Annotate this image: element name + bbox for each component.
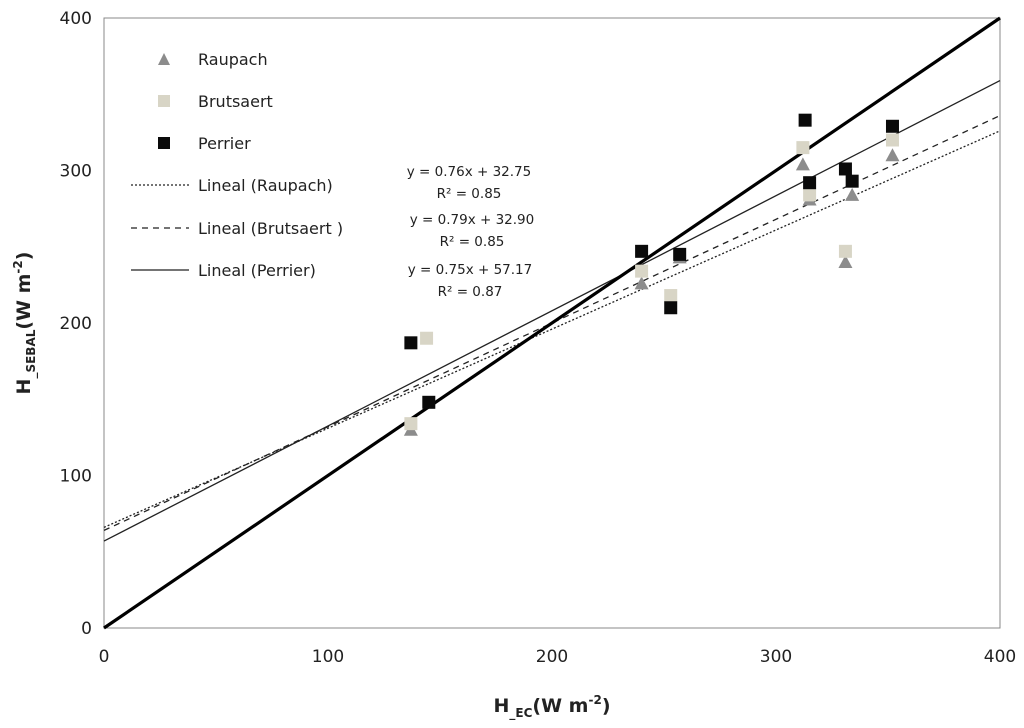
reference-line-1to1 [103,16,1001,630]
point-brutsaert [635,264,649,278]
x-axis-title: H_EC(W m-2) [493,693,610,721]
trendline-solid [103,79,1001,542]
legend-item-lineal-perrier: Lineal (Perrier) [131,261,316,280]
legend-square-marker-brutsaert [158,95,170,107]
point-perrier [404,336,418,350]
legend-square-marker-perrier [158,137,170,149]
equation-brutsaert: y = 0.79x + 32.90 [410,212,534,228]
x-tick-labels: 0 100 200 300 400 [99,647,1017,667]
point-brutsaert [803,188,817,202]
legend-item-perrier: Perrier [158,134,251,153]
x-tick-label: 200 [536,647,568,667]
x-tick-label: 400 [984,647,1016,667]
equation-raupach: y = 0.76x + 32.75 [407,164,531,180]
legend-label-lineal-brutsaert: Lineal (Brutsaert ) [198,219,343,238]
y-tick-label: 200 [60,314,92,334]
point-perrier [885,119,899,133]
legend-label-lineal-perrier: Lineal (Perrier) [198,261,316,280]
legend-item-raupach: Raupach [158,50,268,69]
y-tick-label: 0 [81,619,92,639]
point-raupach [885,148,900,162]
point-raupach [845,187,860,201]
legend: Raupach Brutsaert Perrier Lineal (Raupac… [131,50,343,280]
y-tick-labels: 0 100 200 300 400 [60,9,92,639]
point-brutsaert [885,133,899,147]
point-brutsaert [404,417,418,431]
y-tick-label: 300 [60,162,92,182]
y-tick-label: 100 [60,467,92,487]
legend-label-lineal-raupach: Lineal (Raupach) [198,176,333,195]
legend-label-brutsaert: Brutsaert [198,92,273,111]
legend-item-brutsaert: Brutsaert [158,92,273,111]
point-raupach [795,157,810,171]
point-brutsaert [796,141,810,155]
legend-item-lineal-raupach: Lineal (Raupach) [131,176,333,195]
r2-perrier: R² = 0.87 [438,284,503,300]
point-perrier [635,244,649,258]
equations: y = 0.76x + 32.75 R² = 0.85 y = 0.79x + … [407,164,534,300]
point-brutsaert [838,244,852,258]
equation-perrier: y = 0.75x + 57.17 [408,262,532,278]
y-axis-title: H_SEBAL(W m-2) [11,252,39,395]
legend-triangle-marker [158,53,170,65]
legend-label-raupach: Raupach [198,50,268,69]
y-tick-label: 400 [60,9,92,29]
point-perrier [798,113,812,127]
point-perrier [664,301,678,315]
point-perrier [803,176,817,190]
point-perrier [422,395,436,409]
point-raupach [634,276,649,290]
x-tick-label: 300 [760,647,792,667]
point-perrier [838,162,852,176]
point-brutsaert [420,331,434,345]
data-points [403,113,900,436]
point-perrier [845,174,859,188]
point-raupach [838,255,853,268]
x-tick-label: 100 [312,647,344,667]
legend-label-perrier: Perrier [198,134,251,153]
point-perrier [673,247,687,261]
r2-raupach: R² = 0.85 [437,186,502,202]
reference-line-group [103,16,1001,630]
point-brutsaert [664,289,678,303]
r2-brutsaert: R² = 0.85 [440,234,505,250]
legend-item-lineal-brutsaert: Lineal (Brutsaert ) [131,219,343,238]
x-tick-label: 0 [99,647,110,667]
